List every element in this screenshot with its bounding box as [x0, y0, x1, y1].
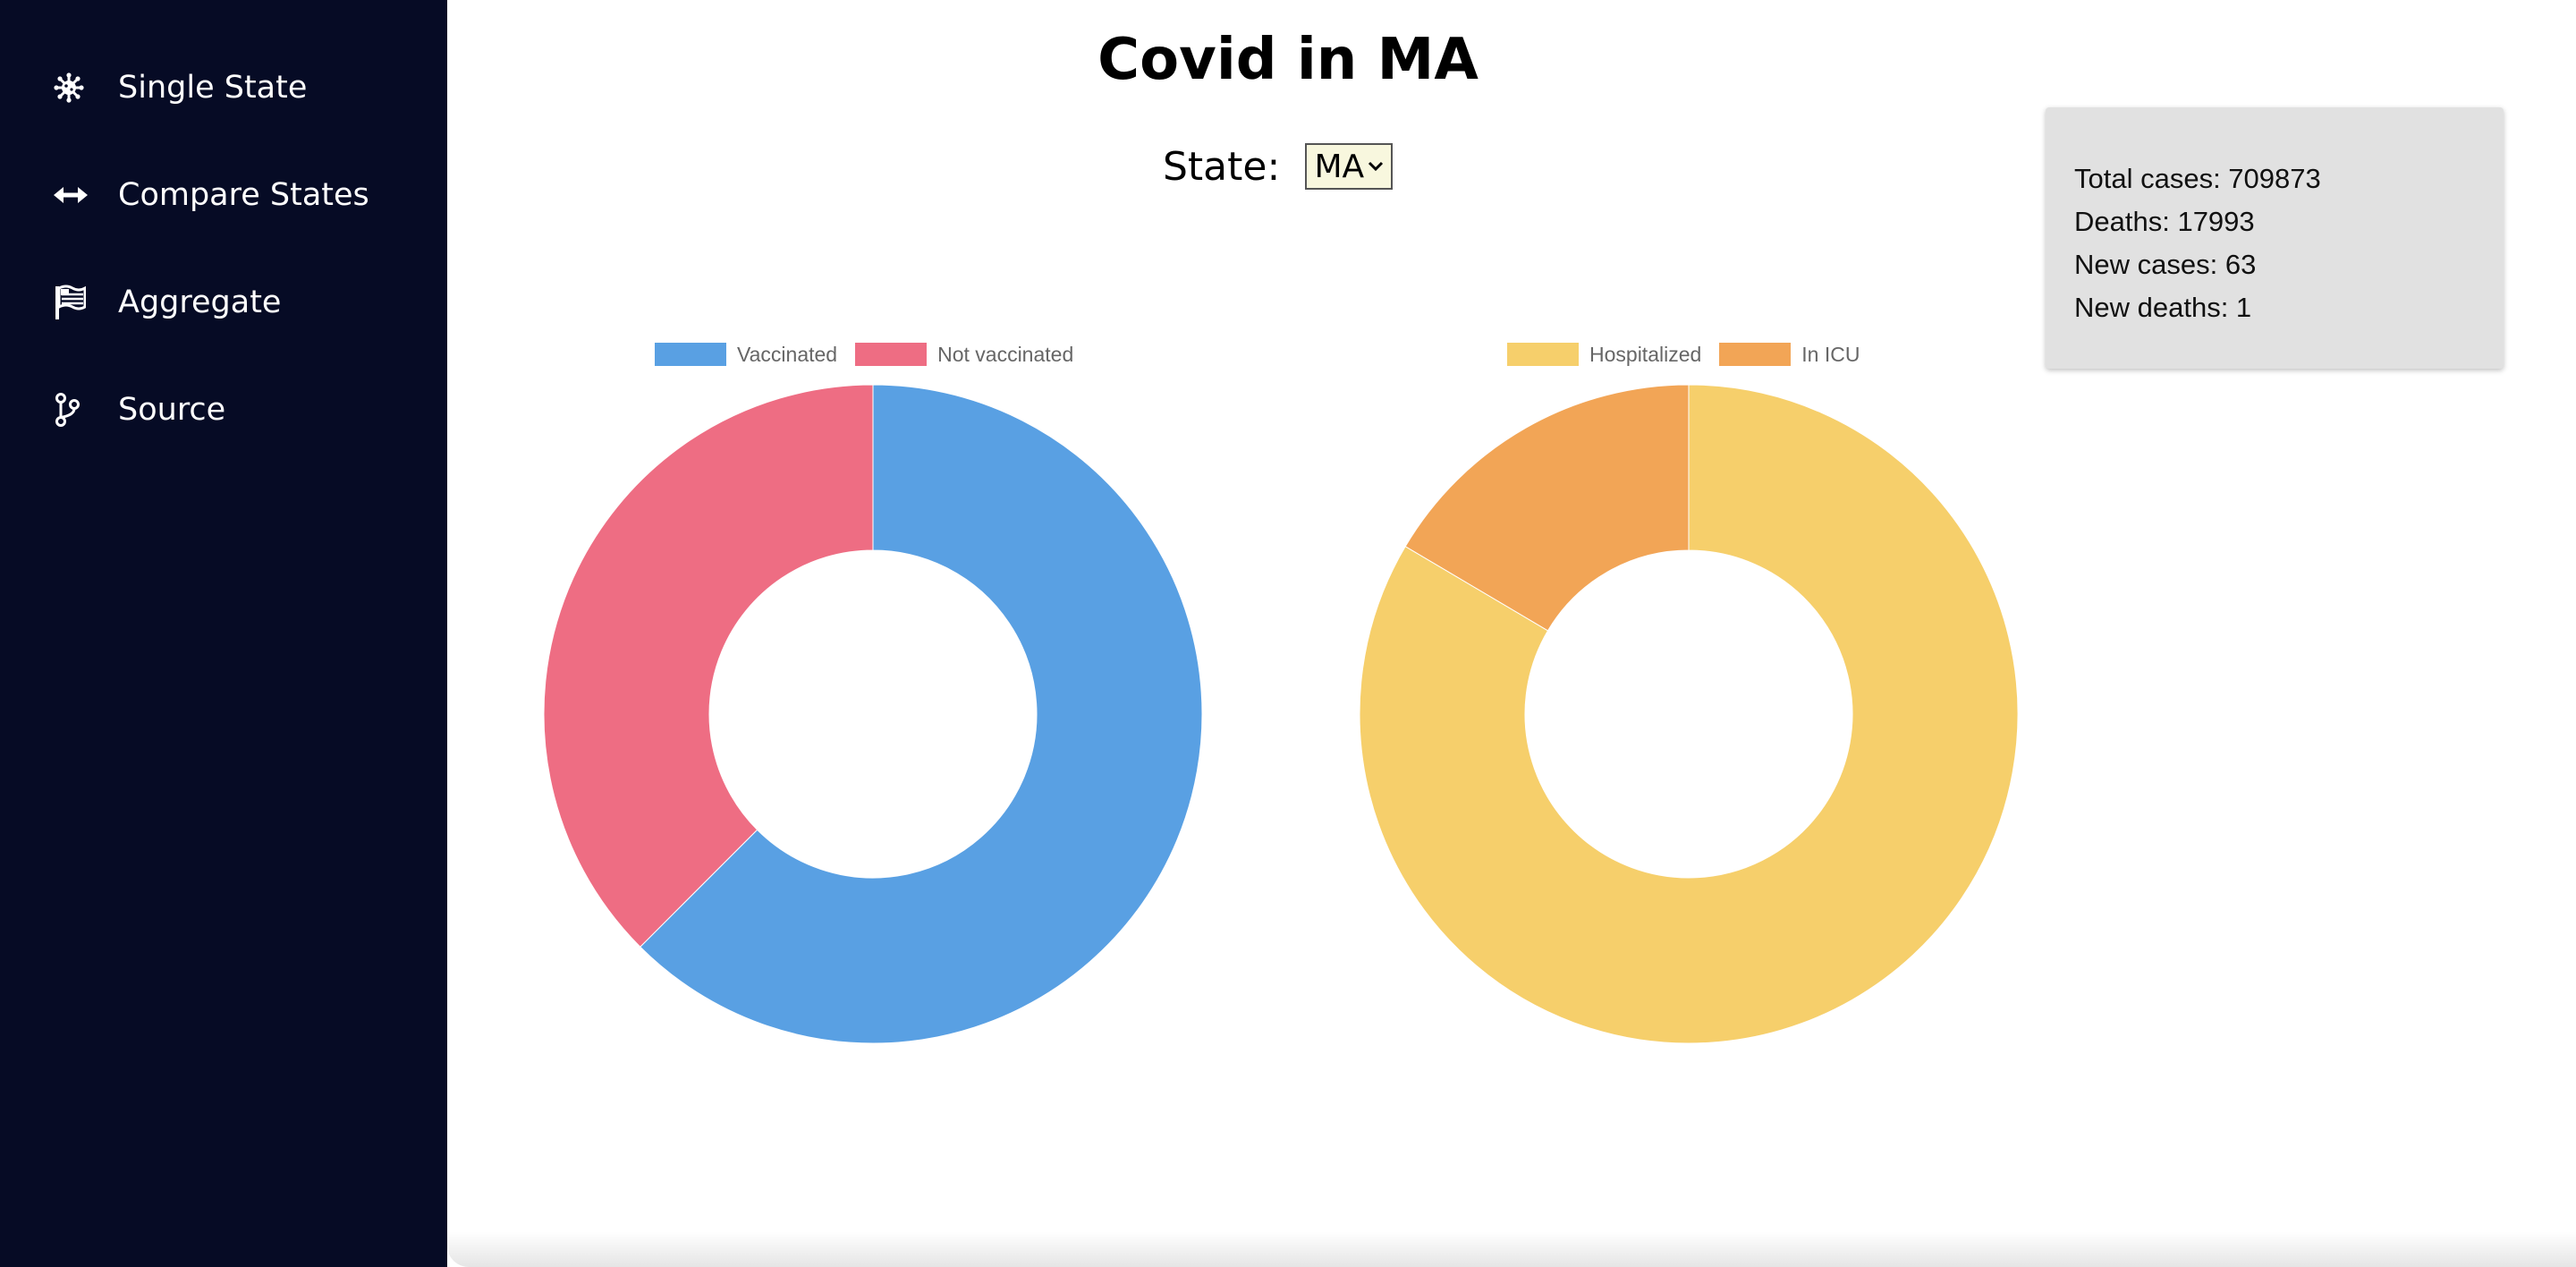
new-deaths: New deaths: 1	[2074, 292, 2252, 323]
chevron-down-icon	[1368, 161, 1384, 172]
legend-swatch	[1719, 343, 1792, 366]
state-select[interactable]: MA	[1305, 143, 1394, 190]
code-branch-icon	[54, 390, 93, 429]
legend-item-in-icu[interactable]: In ICU	[1719, 343, 1860, 367]
arrows-left-right-icon	[54, 175, 93, 215]
sidebar-item-aggregate[interactable]: Aggregate	[54, 271, 281, 334]
hospitalization-doughnut-chart	[1359, 384, 2019, 1044]
legend-swatch	[655, 343, 726, 366]
state-select-value: MA	[1314, 148, 1365, 185]
legend-swatch	[1507, 343, 1579, 366]
page-title: Covid in MA	[1097, 27, 1479, 93]
sidebar-item-label: Single State	[118, 70, 308, 106]
sidebar-item-source[interactable]: Source	[54, 378, 225, 441]
new-cases: New cases: 63	[2074, 249, 2257, 280]
sidebar-item-label: Aggregate	[118, 285, 282, 320]
legend-label: Vaccinated	[737, 342, 838, 366]
legend-label: Not vaccinated	[937, 342, 1074, 366]
sidebar: Single State Compare States	[0, 0, 447, 1267]
bottom-shadow	[447, 1231, 2576, 1267]
hospitalization-slice-in-icu[interactable]	[1404, 384, 1690, 632]
state-label: State:	[1163, 143, 1281, 190]
vaccination-slice-vaccinated[interactable]	[640, 384, 1203, 1044]
flag-icon	[54, 283, 93, 322]
legend-item-not-vaccinated[interactable]: Not vaccinated	[855, 343, 1073, 367]
sidebar-item-single-state[interactable]: Single State	[54, 56, 307, 119]
deaths: Deaths: 17993	[2074, 206, 2255, 237]
vaccination-legend: Vaccinated Not vaccinated	[655, 342, 1091, 367]
state-selector-row: State: MA	[1163, 141, 1394, 191]
stats-card: Total cases: 709873 Deaths: 17993 New ca…	[2046, 107, 2504, 369]
vaccination-slice-not-vaccinated[interactable]	[543, 384, 874, 948]
legend-label: Hospitalized	[1589, 342, 1702, 366]
total-cases: Total cases: 709873	[2074, 163, 2321, 194]
vaccination-doughnut-chart	[543, 384, 1203, 1044]
virus-icon	[54, 68, 93, 107]
legend-item-hospitalized[interactable]: Hospitalized	[1507, 343, 1701, 367]
sidebar-item-label: Compare States	[118, 177, 369, 213]
legend-swatch	[855, 343, 928, 366]
sidebar-item-compare-states[interactable]: Compare States	[54, 164, 369, 226]
legend-item-vaccinated[interactable]: Vaccinated	[655, 343, 837, 367]
hospitalization-slice-hospitalized[interactable]	[1359, 384, 2019, 1044]
hospitalization-legend: Hospitalized In ICU	[1507, 342, 1877, 367]
sidebar-item-label: Source	[118, 392, 226, 428]
legend-label: In ICU	[1801, 342, 1860, 366]
